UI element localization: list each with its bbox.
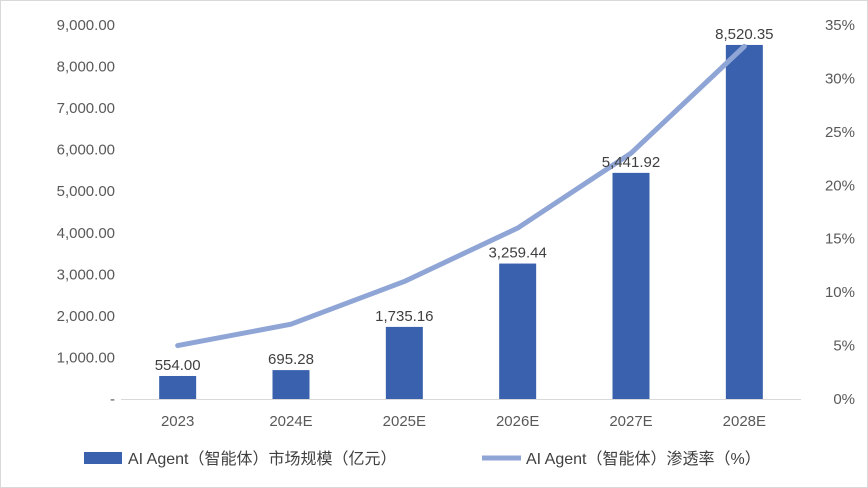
y-left-tick-label: 1,000.00 xyxy=(57,349,115,366)
x-tick-label: 2023 xyxy=(161,413,194,430)
bar-data-label: 695.28 xyxy=(268,351,314,368)
y-left-tick-label: 8,000.00 xyxy=(57,59,115,76)
bar-2027E xyxy=(612,172,650,399)
y-right-tick-label: 15% xyxy=(825,231,855,248)
bar-data-label: 5,441.92 xyxy=(602,154,660,171)
bar-2023 xyxy=(159,375,197,399)
y-right-tick-label: 25% xyxy=(825,124,855,141)
y-right-tick-label: 10% xyxy=(825,284,855,301)
bar-data-label: 3,259.44 xyxy=(488,245,546,262)
y-right-tick-label: 30% xyxy=(825,70,855,87)
bar-2025E xyxy=(385,326,423,399)
penetration-line xyxy=(175,43,747,349)
x-tick-label: 2026E xyxy=(496,413,539,430)
axes: - 1,000.00 2,000.00 3,000.00 4,000.00 5,000.0… xyxy=(57,17,855,430)
y-left-tick-label: 7,000.00 xyxy=(57,100,115,117)
bar-series xyxy=(159,44,763,399)
legend: AI Agent（智能体）市场规模（亿元） AI Agent（智能体）渗透率（%） xyxy=(84,450,761,468)
x-tick-label: 2027E xyxy=(609,413,652,430)
y-right-tick-label: 35% xyxy=(825,17,855,34)
x-tick-label: 2024E xyxy=(269,413,312,430)
data-labels: 554.00 695.28 1,735.16 3,259.44 5,441.92 8,52… xyxy=(155,26,774,374)
y-right-tick-label: 5% xyxy=(833,338,855,355)
legend-bar-label: AI Agent（智能体）市场规模（亿元） xyxy=(128,450,397,468)
x-tick-label: 2028E xyxy=(723,413,766,430)
y-right-tick-label: 20% xyxy=(825,177,855,194)
bar-2024E xyxy=(272,370,310,399)
y-right-tick-label: 0% xyxy=(833,391,855,408)
bar-data-label: 8,520.35 xyxy=(715,26,773,43)
bar-2026E xyxy=(499,263,537,399)
y-left-tick-label: 5,000.00 xyxy=(57,183,115,200)
y-left-tick-label: - xyxy=(110,391,115,408)
bar-data-label: 1,735.16 xyxy=(375,308,433,325)
line-series xyxy=(175,43,747,349)
y-left-tick-label: 6,000.00 xyxy=(57,142,115,159)
bar-data-label: 554.00 xyxy=(155,357,201,374)
y-left-tick-label: 9,000.00 xyxy=(57,17,115,34)
bar-2028E xyxy=(725,44,763,399)
y-left-tick-label: 2,000.00 xyxy=(57,308,115,325)
x-tick-label: 2025E xyxy=(383,413,426,430)
y-left-tick-label: 4,000.00 xyxy=(57,225,115,242)
legend-bar-swatch xyxy=(84,452,122,464)
y-left-tick-label: 3,000.00 xyxy=(57,266,115,283)
legend-line-label: AI Agent（智能体）渗透率（%） xyxy=(526,450,761,468)
